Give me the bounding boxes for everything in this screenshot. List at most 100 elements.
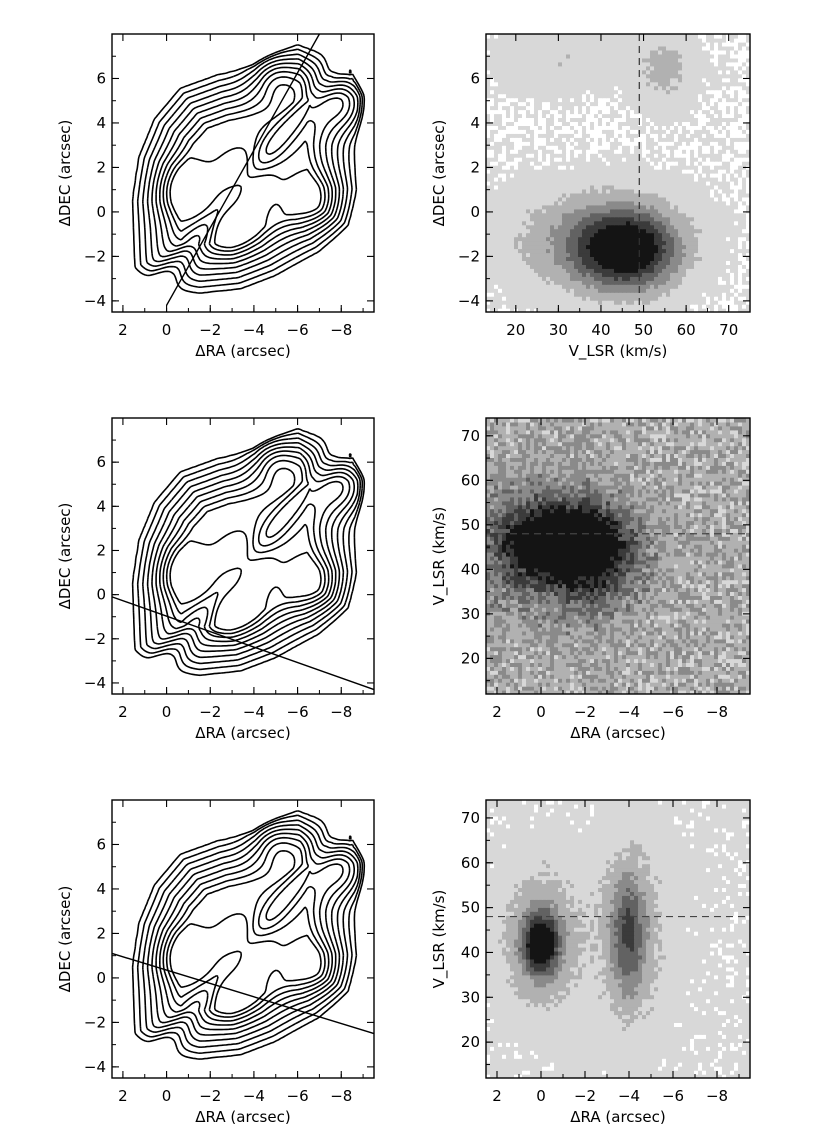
intensity-cell (674, 77, 679, 83)
intensity-cell (666, 129, 671, 134)
intensity-cell (674, 192, 679, 198)
intensity-cell (650, 173, 655, 178)
intensity-cell (654, 208, 659, 214)
intensity-cell (558, 232, 563, 238)
intensity-cell (542, 129, 547, 134)
intensity-cell (502, 101, 507, 107)
intensity-cell (578, 300, 583, 305)
intensity-cell (546, 69, 551, 75)
intensity-cell (546, 212, 551, 218)
intensity-cell (534, 276, 539, 281)
intensity-cell (650, 224, 655, 230)
intensity-cell (490, 228, 495, 234)
intensity-cell (610, 117, 615, 122)
intensity-cell (566, 173, 571, 178)
intensity-cell (598, 264, 603, 269)
intensity-cell (622, 272, 627, 277)
intensity-cell (726, 216, 731, 222)
intensity-cell (606, 252, 611, 257)
intensity-cell (558, 280, 563, 285)
intensity-cell (694, 292, 699, 297)
intensity-cell (498, 682, 503, 687)
intensity-cell (582, 77, 587, 83)
intensity-cell (586, 34, 591, 39)
intensity-cell (530, 38, 535, 43)
intensity-cell (686, 57, 691, 63)
intensity-cell (558, 300, 563, 305)
intensity-cell (690, 204, 695, 210)
intensity-cell (530, 188, 535, 194)
intensity-cell (594, 85, 599, 91)
intensity-cell (534, 173, 539, 178)
intensity-cell (494, 300, 499, 305)
intensity-cell (662, 248, 667, 254)
intensity-cell (678, 292, 683, 297)
intensity-cell (490, 268, 495, 273)
intensity-cell (530, 73, 535, 79)
intensity-cell (522, 157, 527, 162)
intensity-cell (554, 161, 559, 166)
intensity-cell (486, 288, 491, 293)
intensity-cell (554, 180, 559, 186)
intensity-cell (550, 101, 555, 107)
intensity-cell (542, 141, 547, 146)
intensity-cell (514, 133, 519, 138)
intensity-cell (614, 216, 619, 222)
intensity-cell (546, 133, 551, 138)
intensity-cell (642, 212, 647, 218)
intensity-cell (582, 101, 587, 107)
intensity-cell (618, 149, 623, 154)
intensity-cell (634, 304, 639, 309)
intensity-cell (538, 145, 543, 150)
intensity-cell (694, 45, 699, 51)
intensity-cell (598, 244, 603, 250)
intensity-cell (566, 137, 571, 142)
intensity-cell (678, 228, 683, 234)
intensity-cell (670, 196, 675, 202)
intensity-cell (558, 85, 563, 91)
intensity-cell (554, 682, 559, 687)
intensity-cell (710, 304, 715, 309)
intensity-cell (558, 236, 563, 242)
intensity-cell (702, 224, 707, 230)
intensity-cell (550, 169, 555, 174)
intensity-cell (574, 81, 579, 87)
intensity-cell (542, 682, 547, 687)
intensity-cell (554, 61, 559, 67)
intensity-cell (614, 284, 619, 289)
intensity-cell (554, 252, 559, 257)
intensity-cell (638, 121, 643, 126)
intensity-cell (530, 196, 535, 202)
intensity-cell (610, 686, 615, 691)
intensity-cell (742, 109, 747, 115)
intensity-cell (542, 228, 547, 234)
intensity-cell (506, 280, 511, 285)
intensity-cell (710, 73, 715, 79)
intensity-cell (658, 232, 663, 238)
intensity-cell (746, 49, 750, 55)
intensity-cell (638, 57, 643, 63)
intensity-cell (614, 180, 619, 186)
intensity-cell (558, 686, 563, 691)
intensity-cell (614, 133, 619, 138)
intensity-cell (606, 686, 611, 691)
intensity-cell (714, 280, 719, 285)
intensity-cell (594, 133, 599, 138)
intensity-cell (614, 57, 619, 63)
intensity-cell (698, 264, 703, 269)
intensity-cell (614, 268, 619, 273)
intensity-cell (566, 157, 571, 162)
intensity-cell (514, 45, 519, 51)
intensity-cell (646, 77, 651, 83)
intensity-cell (494, 296, 499, 301)
intensity-cell (606, 38, 611, 43)
intensity-cell (506, 252, 511, 257)
intensity-cell (706, 272, 711, 277)
intensity-cell (634, 89, 639, 95)
intensity-cell (486, 200, 491, 206)
intensity-cell (742, 57, 747, 63)
intensity-cell (558, 296, 563, 301)
intensity-cell (554, 69, 559, 75)
intensity-cell (682, 284, 687, 289)
intensity-cell (734, 276, 739, 281)
